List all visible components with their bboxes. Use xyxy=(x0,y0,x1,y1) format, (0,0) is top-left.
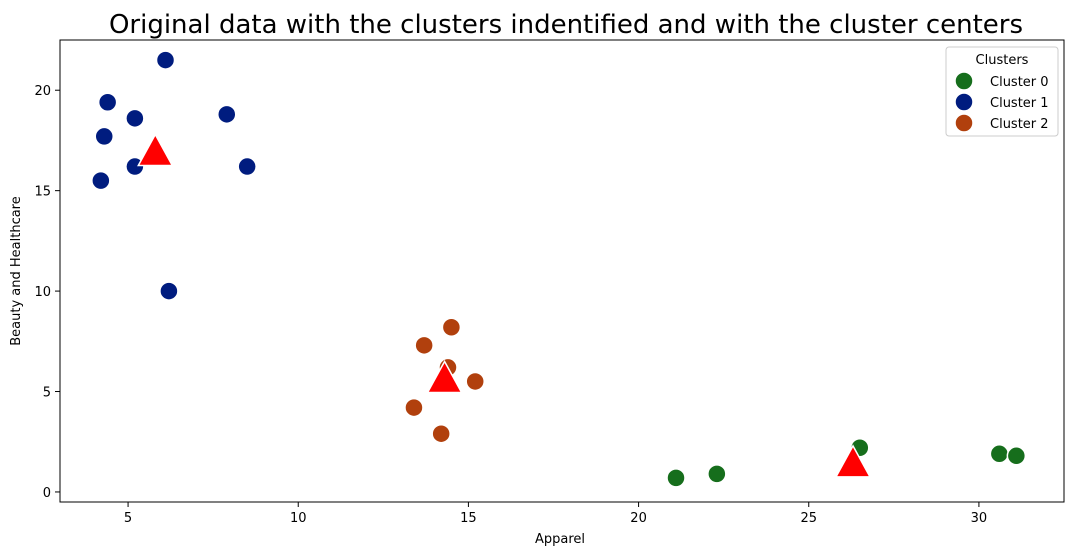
cluster-1-point xyxy=(159,281,179,301)
plot-area xyxy=(91,50,1027,488)
cluster-center-marker xyxy=(426,359,463,394)
y-tick-label: 0 xyxy=(43,486,51,501)
legend-label: Cluster 2 xyxy=(990,117,1049,132)
legend-label: Cluster 1 xyxy=(990,96,1049,111)
legend-marker xyxy=(954,71,974,91)
legend: Clusters Cluster 0 Cluster 1 Cluster 2 xyxy=(945,46,1059,137)
cluster-0-point xyxy=(1006,446,1027,466)
y-tick-label: 10 xyxy=(34,285,51,300)
cluster-1-point xyxy=(125,108,145,129)
cluster-0-point xyxy=(989,444,1010,464)
cluster-1-point xyxy=(94,126,114,147)
y-axis: 0 5 10 15 20 xyxy=(34,84,60,501)
cluster-2-point xyxy=(414,335,434,356)
legend-box xyxy=(945,46,1059,137)
cluster-1-point xyxy=(155,50,176,70)
cluster-1-point xyxy=(91,170,111,191)
cluster-2-point xyxy=(431,423,451,444)
legend-marker xyxy=(954,92,974,112)
legend-marker xyxy=(954,113,974,133)
cluster-1-point xyxy=(97,92,118,113)
x-axis-label: Apparel xyxy=(535,532,585,547)
y-tick-label: 20 xyxy=(34,84,51,99)
chart-title: Original data with the clusters indentif… xyxy=(109,10,1023,40)
cluster-0-point xyxy=(707,464,727,484)
y-tick-label: 5 xyxy=(43,386,51,401)
cluster-1-point xyxy=(217,104,237,125)
x-axis: 5 10 15 20 25 30 xyxy=(124,502,987,526)
x-tick-label: 10 xyxy=(290,511,307,526)
cluster-center-marker xyxy=(834,444,872,478)
cluster-0-point xyxy=(666,468,686,488)
x-tick-label: 20 xyxy=(630,511,647,526)
cluster-center-marker xyxy=(137,132,174,167)
x-tick-label: 15 xyxy=(460,511,477,526)
y-axis-label: Beauty and Healthcare xyxy=(9,196,24,346)
plot-frame xyxy=(59,39,1065,503)
x-tick-label: 30 xyxy=(971,511,988,526)
legend-title: Clusters xyxy=(976,53,1029,68)
x-tick-label: 5 xyxy=(124,511,132,526)
cluster-2-point xyxy=(404,397,424,418)
cluster-2-point xyxy=(465,371,485,392)
cluster-2-point xyxy=(441,317,462,337)
y-tick-label: 15 xyxy=(34,185,51,200)
x-tick-label: 25 xyxy=(800,511,817,526)
legend-label: Cluster 0 xyxy=(990,75,1049,90)
cluster-1-point xyxy=(237,156,257,177)
